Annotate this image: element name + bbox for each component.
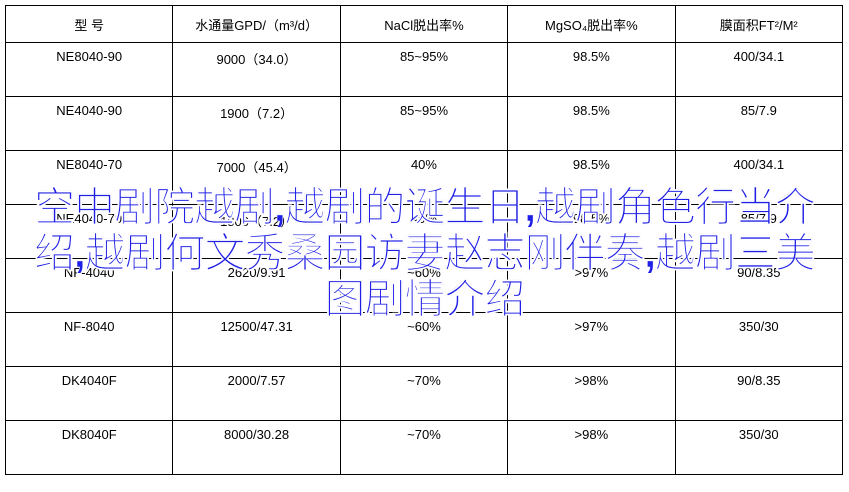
table-row: NE4040-90 1900（7.2） 85~95% 98.5% 85/7.9 (4, 96, 844, 151)
table-cell: NE4040-90 (4, 96, 174, 151)
table-cell: 400/34.1 (674, 42, 844, 97)
table-cell: NE8040-70 (4, 150, 174, 205)
header-cell: NaCl脱出率% (339, 5, 509, 43)
header-cell: MgSO₄脱出率% (507, 5, 676, 43)
table-cell: >97% (507, 258, 676, 313)
table-cell: 98.5% (507, 96, 676, 151)
table-cell: 7000（45.4） (172, 150, 341, 205)
table-cell: NE8040-90 (4, 42, 174, 97)
table-cell: NF-4040 (4, 258, 174, 313)
table-cell: NE4040-70 (4, 204, 174, 259)
table-row: NE4040-70 1800（7.2） 40% 98.5% 85/7.9 (4, 204, 844, 259)
table-cell: 1900（7.2） (172, 96, 341, 151)
spec-table: 型 号水通量GPD/（m³/d） NaCl脱出率% MgSO₄脱出率% 膜面积FT²/… (4, 5, 844, 475)
table-cell: DK8040F (4, 420, 174, 475)
table-cell: 350/30 (674, 420, 844, 475)
table-cell: >98% (507, 366, 676, 421)
table-cell: ~60% (339, 312, 509, 367)
table-cell: ~70% (339, 420, 509, 475)
header-cell: 水通量GPD/（m³/d） (172, 5, 341, 43)
table-row: DK8040F 8000/30.28 ~70% >98% 350/30 (4, 420, 844, 475)
overlay-text: 空中剧院越剧,越剧的诞生日,越剧角色行当介绍,越剧何文秀桑园访妻赵志刚伴奏,越剧… (34, 184, 816, 323)
header-cell: 膜面积FT²/M² (674, 5, 844, 43)
table-row: NF-4040 2620/9.91 ~60% >97% 90/8.35 (4, 258, 844, 313)
table-row: NE8040-70 7000（45.4） 40% 98.5% 400/34.1 (4, 150, 844, 205)
header-row: 型 号水通量GPD/（m³/d） NaCl脱出率% MgSO₄脱出率% 膜面积FT²/… (4, 5, 844, 43)
table-cell: >98% (507, 420, 676, 475)
table-cell: NF-8040 (4, 312, 174, 367)
table-cell: DK4040F (4, 366, 174, 421)
table-row: DK4040F 2000/7.57 ~70% >98% 90/8.35 (4, 366, 844, 421)
table-row: NE8040-90 9000（34.0） 85~95% 98.5% 400/34.1 (4, 42, 844, 97)
table-cell: ~70% (339, 366, 509, 421)
table-cell: 2000/7.57 (172, 366, 341, 421)
table-cell: 98.5% (507, 42, 676, 97)
table-cell: 9000（34.0） (172, 42, 341, 97)
table-cell: 85/7.9 (674, 96, 844, 151)
table-cell: 8000/30.28 (172, 420, 341, 475)
table-cell: 85~95% (339, 96, 509, 151)
table-cell: ~60% (339, 258, 509, 313)
table-cell: 90/8.35 (674, 366, 844, 421)
table-cell: 85/7.9 (674, 204, 844, 259)
table-cell: 90/8.35 (674, 258, 844, 313)
table-cell: 85~95% (339, 42, 509, 97)
table-cell: 2620/9.91 (172, 258, 341, 313)
table-cell: 400/34.1 (674, 150, 844, 205)
header-cell: 型 号 (4, 5, 174, 43)
